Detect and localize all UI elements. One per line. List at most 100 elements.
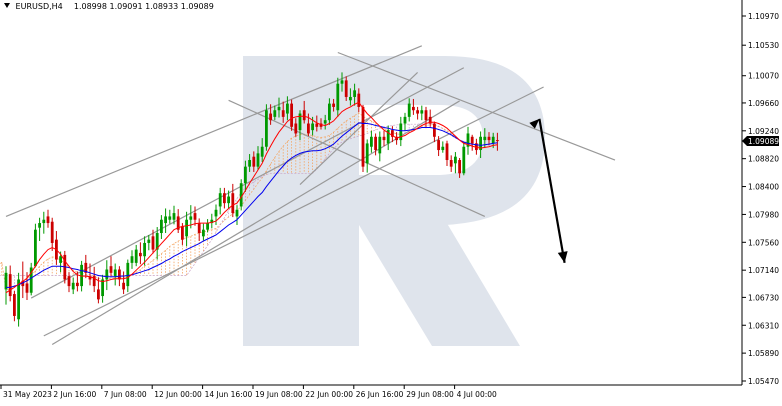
candle-body <box>294 123 298 134</box>
y-tick-label: 1.08820 <box>748 155 779 164</box>
candle-body <box>386 130 390 144</box>
candle-body <box>126 262 130 287</box>
candle <box>143 236 146 266</box>
candle-body <box>412 106 415 111</box>
candle <box>197 218 201 241</box>
candle <box>172 205 176 225</box>
candle <box>302 100 306 124</box>
candle-body <box>454 156 457 164</box>
candle <box>416 106 419 120</box>
candle-body <box>491 136 495 144</box>
candle-body <box>407 103 411 117</box>
support-line[interactable] <box>43 86 544 337</box>
candle-body <box>391 130 394 137</box>
y-tick-label: 1.10530 <box>748 41 779 50</box>
candle <box>130 250 134 269</box>
candle <box>281 101 285 123</box>
symbol-timeframe[interactable]: EURUSD,H4 <box>15 2 63 11</box>
senkou-span-a-line <box>0 112 481 291</box>
candle <box>168 209 172 224</box>
x-axis: 31 May 2023 2 Jun 16:00 7 Jun 08:00 12 Jun … <box>0 385 497 399</box>
candle-body <box>290 103 293 127</box>
candle <box>344 76 348 101</box>
candle-body <box>130 256 134 263</box>
forecast-arrow-head <box>557 251 568 263</box>
y-tick-label: 1.08400 <box>748 183 779 192</box>
candle <box>298 110 302 141</box>
candle <box>101 274 104 303</box>
candle-body <box>336 83 340 111</box>
candle-body <box>349 96 352 101</box>
candle-body <box>256 153 260 167</box>
candle <box>34 223 37 268</box>
x-tick-label: 31 May 2023 <box>3 390 52 399</box>
x-tick-label: 14 Jun 16:00 <box>205 390 253 399</box>
candle-body <box>281 110 285 117</box>
candle-body <box>176 216 180 230</box>
candle <box>29 262 33 296</box>
candle <box>193 206 197 226</box>
candle-body <box>424 110 428 121</box>
candle-body <box>269 113 272 121</box>
candle <box>8 265 12 302</box>
candle <box>25 272 29 301</box>
candle-body <box>4 272 8 290</box>
candle <box>403 112 407 131</box>
candle-body <box>118 269 121 280</box>
candle-body <box>50 221 54 243</box>
candle <box>88 263 92 286</box>
candle <box>38 217 41 241</box>
candle <box>71 277 75 295</box>
candle-body <box>248 160 251 167</box>
candle-body <box>328 103 331 121</box>
candle <box>13 290 16 322</box>
candle-body <box>239 183 243 207</box>
candle-body <box>357 93 361 107</box>
candle <box>323 114 327 130</box>
current-price-label: 1.09089 <box>748 137 779 146</box>
candle <box>378 131 382 162</box>
candle <box>21 261 25 299</box>
candle-body <box>97 289 100 300</box>
y-tick-label: 1.06310 <box>748 321 779 330</box>
candle <box>332 98 335 112</box>
candle <box>462 141 466 176</box>
candle-body <box>428 116 432 124</box>
candle-body <box>231 193 235 214</box>
candle <box>294 118 298 137</box>
candle <box>248 154 251 172</box>
candle <box>223 187 226 209</box>
channel-mid-line[interactable] <box>30 67 465 299</box>
pivot-down-line[interactable] <box>299 71 419 185</box>
current-price-tag: 1.09089 <box>742 136 779 146</box>
candle <box>437 136 440 157</box>
candle-body <box>420 110 424 114</box>
candle-body <box>265 110 268 147</box>
symbol-dropdown-icon[interactable] <box>4 3 10 8</box>
channel-lower-line[interactable] <box>51 100 460 346</box>
y-axis: 1.10970 1.10530 1.10070 1.09660 1.09240 1.088… <box>742 12 779 386</box>
candle <box>134 244 138 267</box>
candle-body <box>466 133 470 147</box>
candle <box>445 140 449 166</box>
candle-body <box>202 229 205 237</box>
watermark-leg <box>356 220 520 346</box>
candle-body <box>143 242 146 257</box>
candle <box>273 105 277 121</box>
candle <box>454 152 457 174</box>
channel-upper-line[interactable] <box>5 45 423 217</box>
resistance-line[interactable] <box>337 51 616 161</box>
candle-body <box>483 136 487 141</box>
candle-body <box>46 216 50 224</box>
candle <box>147 235 151 251</box>
candle <box>235 205 239 226</box>
candle <box>407 98 411 122</box>
candle-body <box>244 166 247 184</box>
forecast-arrow-shaft <box>538 118 566 264</box>
ichimoku-lines <box>5 101 498 294</box>
candle-body <box>487 136 491 141</box>
candle <box>139 242 142 265</box>
candle <box>97 277 100 304</box>
candle <box>357 88 361 113</box>
candle <box>315 115 319 132</box>
